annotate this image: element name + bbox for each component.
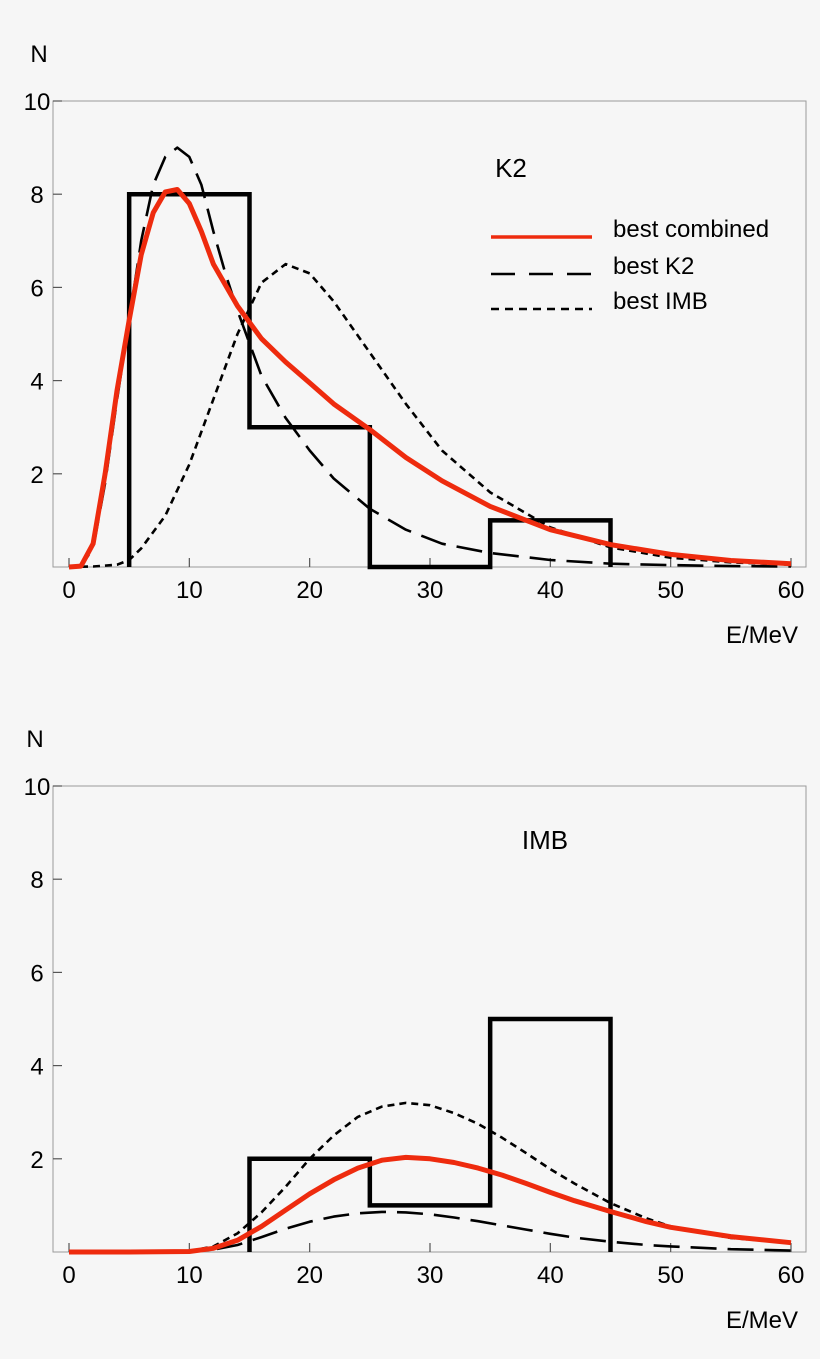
plot-frame	[52, 785, 807, 1253]
y-tick-label: 10	[24, 774, 51, 801]
series-best-k2	[69, 1210, 792, 1254]
x-tick-label: 10	[176, 577, 203, 604]
panel-title: K2	[495, 153, 527, 183]
histogram-bars	[126, 191, 613, 570]
x-tick-label: 60	[778, 577, 805, 604]
x-tick-label: 30	[417, 577, 444, 604]
y-tick-label: 2	[30, 462, 43, 489]
y-tick-label: 4	[30, 1054, 43, 1081]
chart-panel-2: 2 4 6 8 10 0 10 20 30 40 50 60 N E/MeV IMB	[24, 726, 807, 1334]
series-best-combined	[69, 1154, 792, 1255]
panel-title: IMB	[522, 825, 568, 855]
y-tick-label: 6	[30, 275, 43, 302]
x-tick-label: 30	[417, 1262, 444, 1289]
series-best-combined	[68, 187, 792, 570]
x-tick-label: 50	[657, 1262, 684, 1289]
y-axis-label: N	[26, 726, 43, 753]
legend-entry-label: best K2	[613, 253, 694, 280]
legend-entry-label: best combined	[613, 216, 769, 243]
x-tick-label: 20	[296, 1262, 323, 1289]
histogram-bars	[247, 1016, 613, 1252]
y-tick-label: 8	[30, 182, 43, 209]
x-tick-label: 0	[62, 1262, 75, 1289]
x-tick-label: 0	[62, 577, 75, 604]
x-tick-label: 40	[537, 1262, 564, 1289]
y-tick-label: 8	[30, 867, 43, 894]
plot-frame	[52, 100, 807, 568]
y-tick-label: 2	[30, 1147, 43, 1174]
legend: best combined best K2 best IMB	[491, 216, 769, 315]
y-axis-label: N	[30, 41, 47, 68]
x-tick-label: 50	[657, 577, 684, 604]
x-axis-label: E/MeV	[726, 1307, 798, 1334]
chart-panel-1: 2 4 6 8 10 0 10 20 30 40 50 60 N E/MeV K2 best combined…	[24, 41, 807, 649]
series-best-imb	[69, 1101, 792, 1254]
x-tick-label: 40	[537, 577, 564, 604]
x-axis-label: E/MeV	[726, 622, 798, 649]
y-tick-label: 4	[30, 369, 43, 396]
x-tick-label: 60	[778, 1262, 805, 1289]
legend-entry-label: best IMB	[613, 288, 708, 315]
x-tick-label: 20	[296, 577, 323, 604]
y-tick-label: 6	[30, 960, 43, 987]
y-tick-label: 10	[24, 89, 51, 116]
x-tick-label: 10	[176, 1262, 203, 1289]
series-best-imb	[68, 262, 792, 569]
